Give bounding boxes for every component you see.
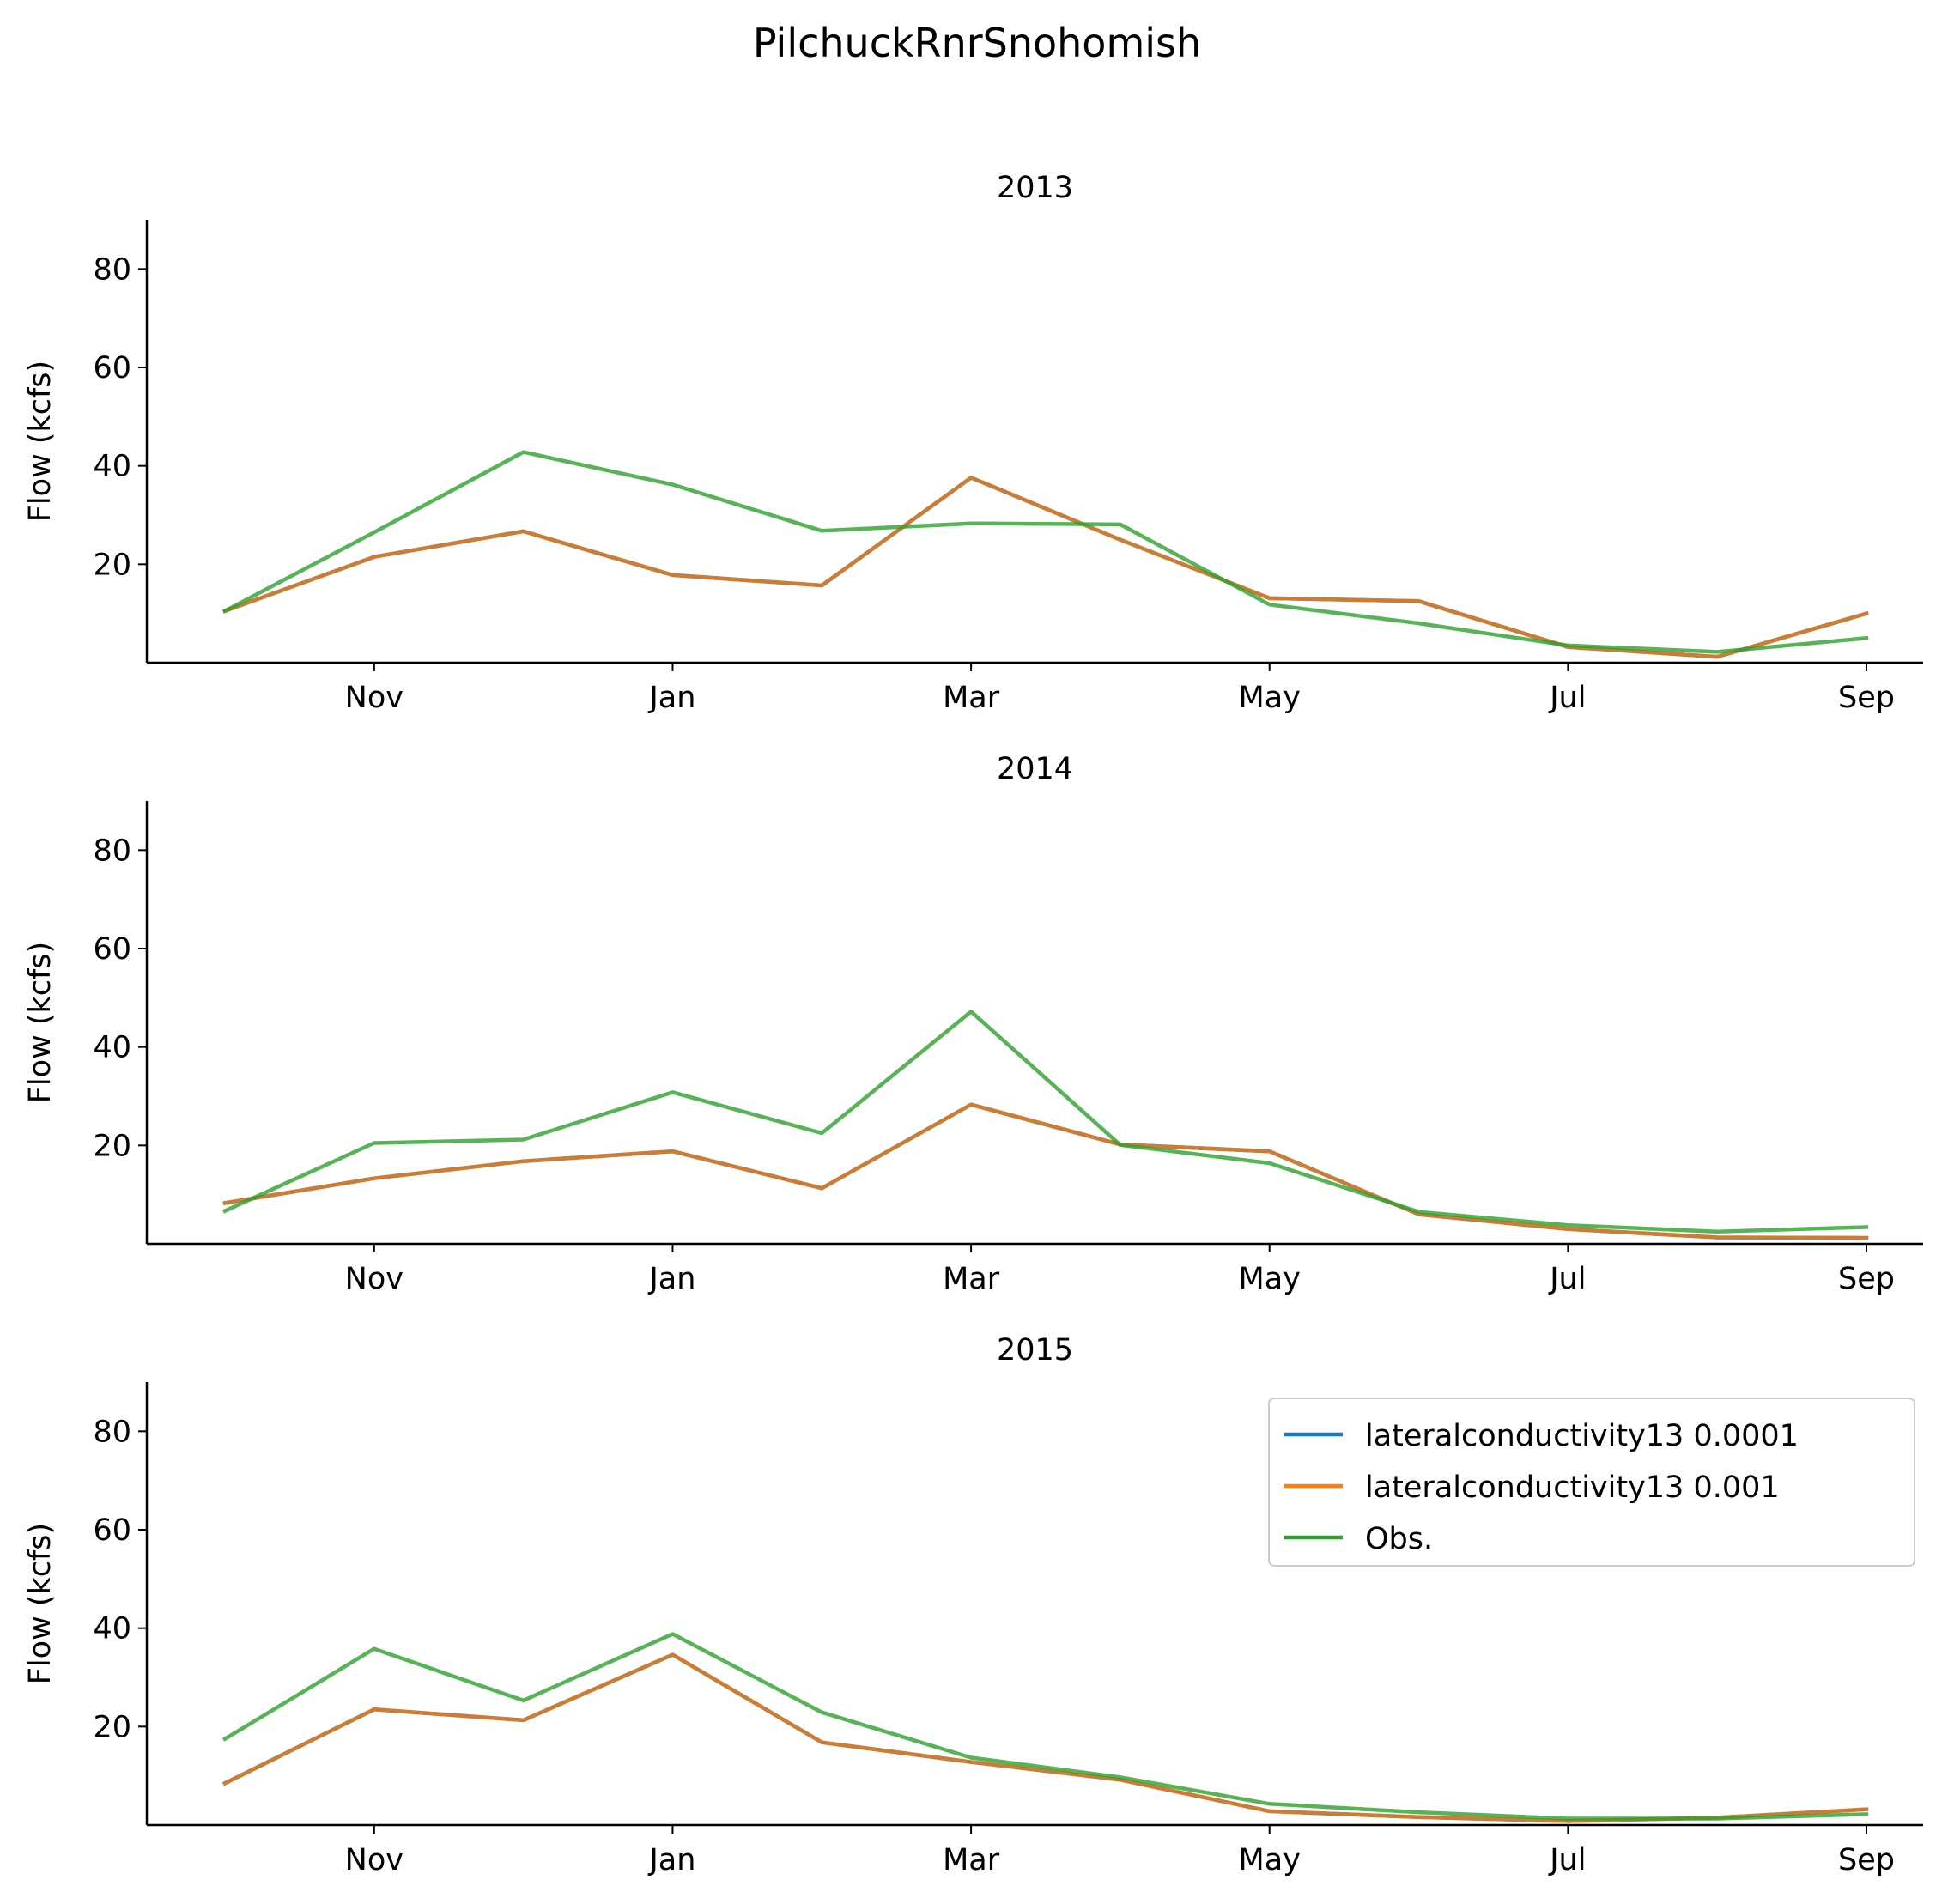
- series-line-2: [222, 1010, 1869, 1234]
- x-tick-label: Mar: [943, 1843, 1000, 1877]
- x-tick-label: Jan: [647, 1843, 695, 1877]
- y-axis-label: Flow (kcfs): [23, 1523, 58, 1684]
- series-line-1: [222, 1102, 1869, 1240]
- legend: lateralconductivity13 0.0001 lateralcondu…: [1268, 1398, 1915, 1567]
- legend-entry: lateralconductivity13 0.001: [1365, 1470, 1780, 1505]
- series-line-0: [222, 476, 1869, 659]
- x-tick-label: Jan: [647, 1262, 695, 1296]
- panel-title: 2013: [997, 171, 1073, 205]
- x-tick-label: Jul: [1548, 1843, 1586, 1877]
- y-tick-label: 60: [93, 1513, 131, 1548]
- y-tick-label: 80: [93, 834, 131, 868]
- x-tick-label: Mar: [943, 1262, 1000, 1296]
- x-tick-label: May: [1239, 1262, 1301, 1296]
- series-line-2: [221, 1632, 1869, 1821]
- series-line-1: [221, 1652, 1869, 1823]
- series-line-1: [222, 476, 1869, 659]
- y-tick-label: 80: [93, 252, 131, 287]
- y-tick-label: 20: [93, 548, 131, 582]
- legend-frame: [1268, 1398, 1915, 1567]
- y-tick-label: 60: [93, 351, 131, 385]
- x-tick-label: May: [1239, 1843, 1301, 1877]
- subplot-2015: 2015 20 40 60 80 Nov Jan Mar May Jul Sep Flow (kcfs…: [23, 1333, 1923, 1877]
- y-tick-label: 40: [93, 1612, 131, 1646]
- legend-entry: Obs.: [1365, 1522, 1433, 1556]
- x-tick-label: Jan: [647, 681, 695, 715]
- legend-entry: lateralconductivity13 0.0001: [1365, 1419, 1799, 1453]
- panel-title: 2014: [997, 752, 1073, 786]
- y-tick-label: 80: [93, 1415, 131, 1449]
- subplots: 2013 20 40 60 80 Nov Jan Mar May Jul Sep Flow (kcfs…: [23, 171, 1923, 1877]
- x-tick-label: May: [1239, 681, 1301, 715]
- y-tick-label: 40: [93, 450, 131, 484]
- x-tick-label: Jul: [1548, 1262, 1586, 1296]
- y-tick-label: 20: [93, 1129, 131, 1163]
- panel-title: 2015: [997, 1333, 1073, 1367]
- x-tick-label: Mar: [943, 681, 1000, 715]
- x-tick-label: Nov: [345, 1843, 404, 1877]
- x-tick-label: Sep: [1838, 1843, 1895, 1877]
- series-line-0: [221, 1652, 1869, 1823]
- series-line-2: [221, 450, 1869, 654]
- y-tick-label: 60: [93, 932, 131, 967]
- subplot-2013: 2013 20 40 60 80 Nov Jan Mar May Jul Sep Flow (kcfs…: [23, 171, 1923, 715]
- x-tick-label: Nov: [345, 681, 404, 715]
- x-tick-label: Jul: [1548, 681, 1586, 715]
- subplot-2014: 2014 20 40 60 80 Nov Jan Mar May Jul Sep Flow (kcfs…: [23, 752, 1923, 1296]
- y-axis-label: Flow (kcfs): [23, 361, 58, 522]
- x-tick-label: Sep: [1838, 1262, 1895, 1296]
- x-tick-label: Nov: [345, 1262, 404, 1296]
- y-tick-label: 40: [93, 1031, 131, 1065]
- y-tick-label: 20: [93, 1710, 131, 1744]
- y-axis-label: Flow (kcfs): [23, 942, 58, 1103]
- figure-title: PilchuckRnrSnohomish: [753, 20, 1201, 66]
- x-tick-label: Sep: [1838, 681, 1895, 715]
